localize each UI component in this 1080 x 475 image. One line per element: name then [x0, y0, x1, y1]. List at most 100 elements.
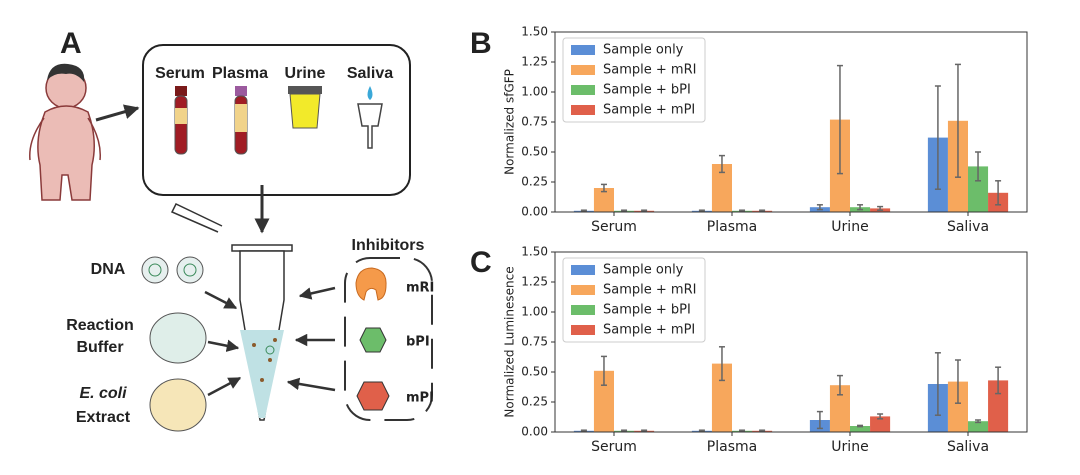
legend-label: Sample only: [603, 43, 684, 58]
cup-lid: [288, 86, 322, 94]
x-tick-label: Plasma: [707, 219, 757, 235]
bar: [593, 370, 614, 432]
tube-serum: [175, 108, 187, 124]
person-body: [37, 105, 95, 201]
error-bar: [995, 180, 1002, 206]
panel-a: A Serum Plasma Urine Saliva DNA: [29, 27, 434, 432]
bar: [711, 363, 732, 432]
error-bar: [934, 352, 941, 416]
panel-label: C: [470, 246, 492, 279]
bar: [593, 188, 614, 212]
error-bar: [877, 205, 884, 211]
error-bar: [600, 355, 607, 386]
error-bar: [621, 209, 628, 213]
error-bar: [759, 429, 766, 433]
bar: [850, 426, 871, 432]
y-tick-label: 0.50: [521, 365, 548, 379]
legend-label: Sample + mRI: [603, 283, 696, 298]
legend-label: Sample + mPI: [603, 323, 695, 338]
error-bar: [857, 424, 864, 428]
error-bar: [600, 183, 607, 193]
legend-swatch: [571, 325, 595, 335]
legend-swatch: [571, 265, 595, 275]
person-arms: [29, 117, 101, 161]
inhibitor-mpi: [356, 381, 390, 411]
error-bar: [718, 346, 725, 382]
legend-swatch: [571, 105, 595, 115]
plot-frame: [554, 31, 1028, 213]
y-tick-label: 1.00: [521, 85, 548, 99]
error-bar: [580, 429, 587, 433]
plasmid: [176, 256, 204, 284]
error-bar: [975, 419, 982, 424]
sample-label: Plasma: [212, 65, 268, 82]
y-tick-label: 0.75: [521, 115, 548, 129]
inhibitor-box: [344, 257, 433, 421]
x-tick-label: Plasma: [707, 439, 757, 455]
arrow: [207, 339, 240, 352]
arrow: [95, 104, 140, 122]
error-bar: [975, 151, 982, 182]
legend-swatch: [571, 65, 595, 75]
buffer-label: Buffer: [76, 339, 123, 356]
error-bar: [621, 429, 628, 433]
x-tick-label: Urine: [831, 439, 868, 455]
error-bar: [698, 209, 705, 213]
urine-cup: [289, 93, 321, 129]
x-tick-label: Saliva: [947, 439, 989, 455]
error-bar: [641, 209, 648, 213]
legend-label: Sample + bPI: [603, 83, 691, 98]
legend-box: [562, 37, 706, 123]
reaction-liquid: [240, 300, 284, 418]
extract-label: E. coli: [79, 385, 127, 402]
bar: [988, 380, 1009, 432]
tube-cap: [175, 86, 187, 96]
legend-swatch: [571, 305, 595, 315]
tube-rim: [231, 244, 293, 252]
dna-label: DNA: [91, 261, 126, 278]
tube-plasma: [235, 104, 247, 132]
error-bar: [995, 366, 1002, 395]
error-bar: [739, 429, 746, 433]
y-tick-label: 0.25: [521, 175, 548, 189]
error-bar: [857, 204, 864, 211]
legend-box: [562, 257, 706, 343]
bar: [968, 421, 989, 432]
legend-label: Sample + mRI: [603, 63, 696, 78]
error-bar: [759, 209, 766, 213]
arrow: [286, 377, 336, 392]
error-bar: [877, 413, 884, 420]
x-tick-label: Serum: [591, 219, 637, 235]
extract-blob: [149, 378, 207, 432]
y-tick-label: 1.50: [521, 245, 548, 259]
legend-label: Sample + bPI: [603, 303, 691, 318]
x-tick-label: Serum: [591, 439, 637, 455]
x-tick-label: Saliva: [947, 219, 989, 235]
inhibitor-mri: [355, 267, 387, 301]
sample-label: Urine: [285, 65, 326, 82]
extract-label: Extract: [76, 409, 131, 426]
sample-label: Serum: [155, 65, 205, 82]
y-tick-label: 1.50: [521, 25, 548, 39]
error-bar: [954, 63, 961, 178]
bar: [947, 381, 968, 432]
y-axis-label: Normalized sfGFP: [503, 69, 517, 175]
inhibitor-label: mRI: [406, 281, 434, 296]
error-bar: [698, 429, 705, 433]
y-tick-label: 0.00: [521, 425, 548, 439]
plot-frame: [554, 251, 1028, 433]
legend-label: Sample + mPI: [603, 103, 695, 118]
plasmid: [141, 256, 169, 284]
error-bar: [954, 359, 961, 404]
bar: [870, 416, 891, 432]
inhibitor-label: mPI: [406, 391, 434, 406]
y-tick-label: 0.50: [521, 145, 548, 159]
tube: [174, 95, 188, 155]
inhibitors-title: Inhibitors: [352, 237, 425, 254]
y-tick-label: 0.25: [521, 395, 548, 409]
y-tick-label: 0.00: [521, 205, 548, 219]
legend-swatch: [571, 45, 595, 55]
dropper: [357, 103, 383, 149]
tube-lid: [170, 203, 223, 233]
error-bar: [816, 410, 823, 430]
